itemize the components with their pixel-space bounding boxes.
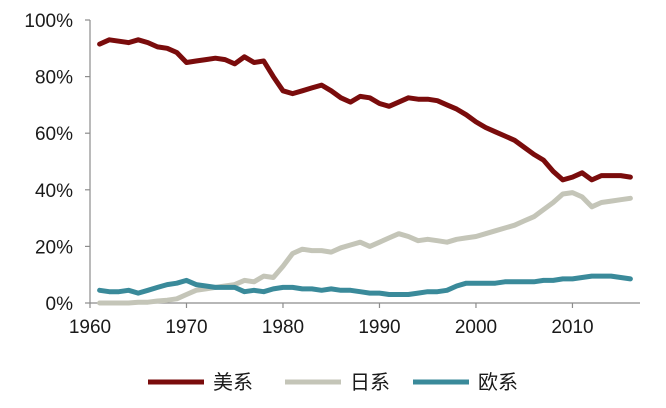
legend: 美系 日系 欧系 [148,370,518,394]
y-tick-label: 40% [35,181,73,202]
axes [85,19,640,308]
series-line-2 [97,273,633,297]
series-line-0 [97,37,633,183]
x-tick-label: 1990 [358,317,400,338]
y-tick-label: 60% [35,124,73,145]
legend-label-2: 欧系 [478,370,518,394]
x-tick-label: 1960 [69,317,111,338]
legend-label-1: 日系 [350,370,390,394]
x-tick-label: 2010 [551,317,593,338]
y-tick-label: 80% [35,68,73,89]
y-tick-label: 0% [46,294,74,315]
series-lines [97,37,633,306]
x-tick-label: 2000 [455,317,497,338]
x-tick-label: 1970 [165,317,207,338]
legend-label-0: 美系 [213,370,253,394]
x-tick-label: 1980 [262,317,304,338]
tick-labels: 0% 20% 40% 60% 80% 100% 1960 1970 1980 1990 2000 20… [24,11,593,338]
series-line-1 [97,190,633,306]
y-tick-label: 100% [24,11,73,32]
y-tick-label: 20% [35,237,73,258]
